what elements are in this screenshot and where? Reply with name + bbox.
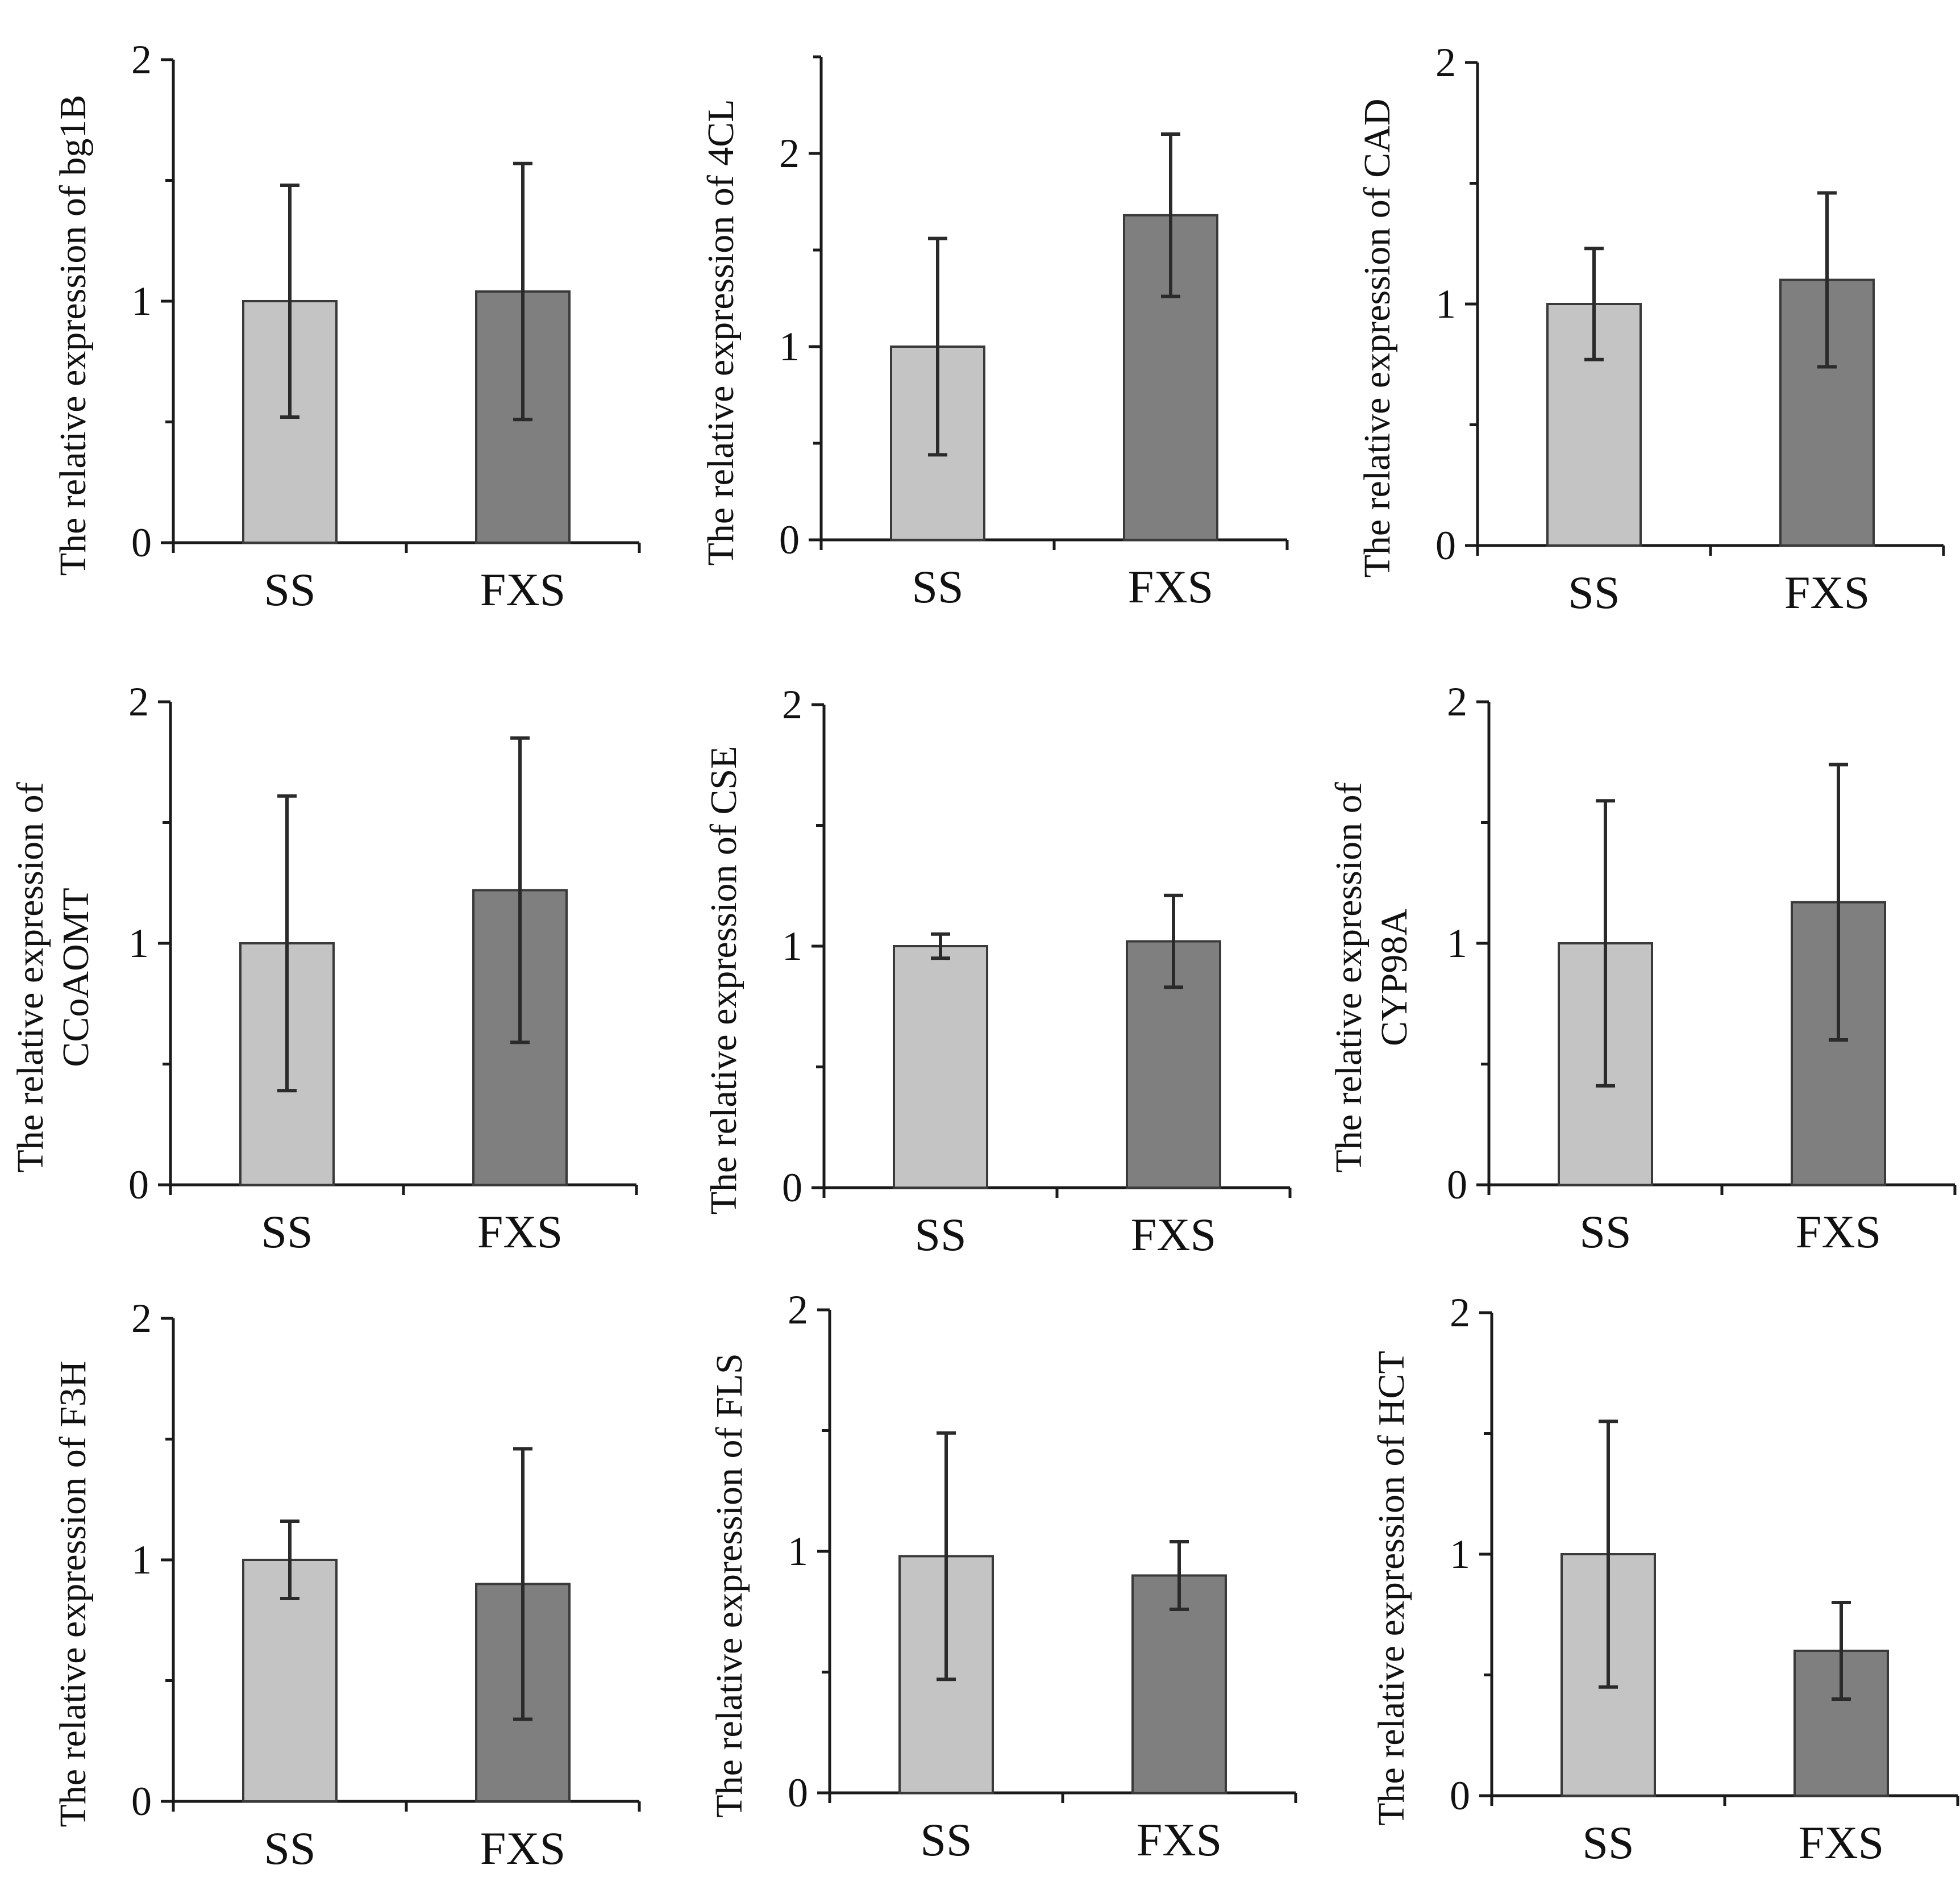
y-axis-label: The relative expression of bg1B [52,95,94,576]
y-axis-label: The relative expression of F3H [52,1360,94,1827]
y-tick-label: 1 [1450,1531,1470,1577]
y-axis-label: The relative expression of CSE [703,746,744,1215]
y-tick-label: 2 [131,1296,152,1341]
y-tick-label: 1 [788,1529,808,1574]
category-label-fxs: FXS [480,1822,565,1874]
y-tick-label: 0 [131,520,152,565]
y-axis-label: The relative expression of FLS [709,1353,750,1817]
y-tick-label: 0 [131,1779,152,1824]
y-axis-label: The relative expression of HCT [1371,1351,1412,1826]
category-label-ss: SS [920,1814,972,1866]
category-label-ss: SS [1579,1206,1631,1258]
y-axis-label: The relative expression of [1328,782,1370,1172]
y-axis-label: CYP98A [1374,909,1415,1046]
y-axis-label: CCoAOMT [55,888,97,1067]
y-tick-label: 1 [782,923,802,969]
y-tick-label: 0 [128,1162,149,1208]
y-tick-label: 0 [1450,1773,1470,1818]
y-tick-label: 2 [782,682,802,727]
category-label-ss: SS [264,1822,315,1874]
category-label-ss: SS [264,564,315,615]
y-tick-label: 2 [788,1287,808,1333]
y-tick-label: 2 [1435,40,1456,85]
y-tick-label: 1 [131,278,152,324]
y-tick-label: 2 [779,131,800,176]
category-label-ss: SS [1568,567,1620,618]
category-label-fxs: FXS [1799,1817,1884,1868]
y-tick-label: 1 [128,921,149,966]
y-tick-label: 0 [779,517,800,563]
y-axis-label: The relative expression of 4CL [700,99,742,565]
y-tick-label: 1 [131,1537,152,1583]
category-label-fxs: FXS [1137,1814,1222,1866]
category-label-fxs: FXS [480,564,565,615]
y-tick-label: 1 [1447,921,1467,966]
y-tick-label: 1 [779,324,800,369]
category-label-ss: SS [912,561,963,613]
y-tick-label: 0 [1435,523,1456,568]
category-label-fxs: FXS [1784,567,1870,618]
y-axis-label: The relative expression of [10,782,51,1172]
category-label-ss: SS [1582,1817,1634,1868]
category-label-ss: SS [261,1206,313,1258]
y-tick-label: 0 [782,1165,802,1210]
category-label-fxs: FXS [1131,1209,1216,1260]
category-label-ss: SS [914,1209,966,1260]
y-tick-label: 2 [1447,679,1467,725]
y-tick-label: 2 [1450,1290,1470,1335]
category-label-fxs: FXS [477,1206,563,1258]
category-label-fxs: FXS [1796,1206,1881,1258]
y-tick-label: 2 [131,37,152,82]
y-tick-label: 1 [1435,281,1456,327]
y-tick-label: 0 [788,1770,808,1816]
y-tick-label: 2 [128,679,149,725]
y-tick-label: 0 [1447,1162,1467,1208]
category-label-fxs: FXS [1128,561,1213,613]
y-axis-label: The relative expression of CAD [1356,98,1398,577]
